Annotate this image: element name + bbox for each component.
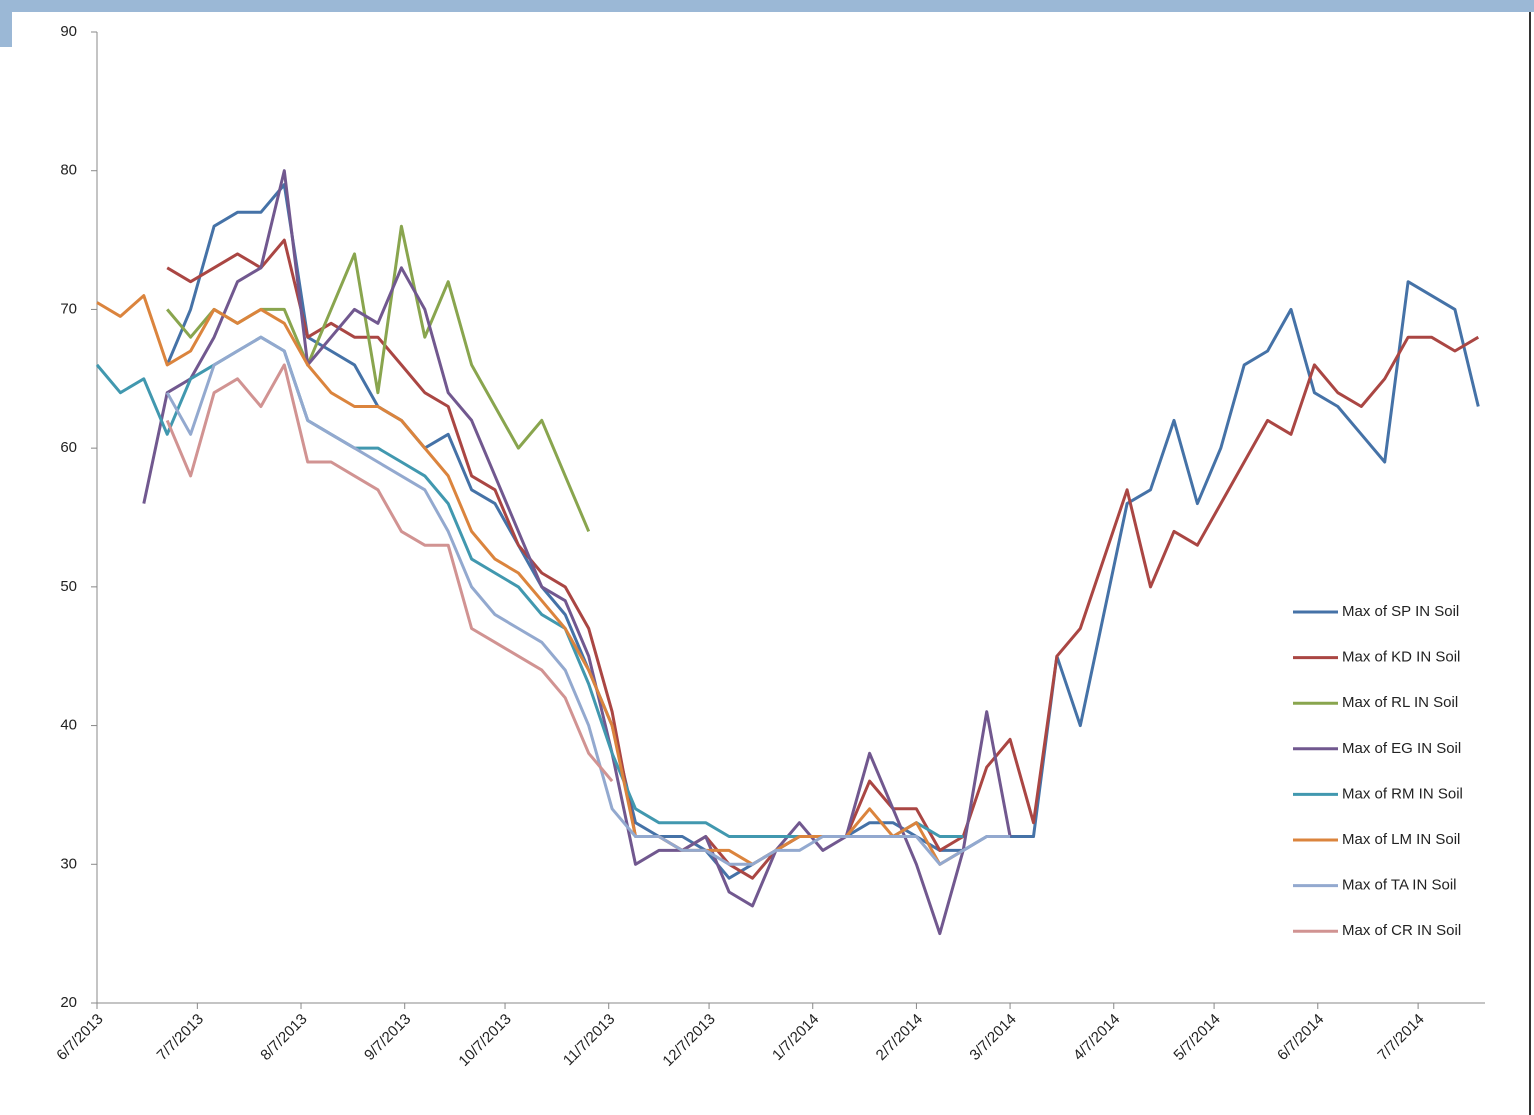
- x-tick-label: 3/7/2014: [966, 1011, 1019, 1064]
- x-tick-label: 6/7/2013: [53, 1011, 106, 1064]
- y-tick-label: 30: [60, 855, 77, 872]
- x-tick-label: 5/7/2014: [1170, 1011, 1223, 1064]
- series-line: [165, 335, 1011, 866]
- x-tick-label: 10/7/2013: [455, 1011, 514, 1070]
- y-tick-label: 70: [60, 300, 77, 317]
- series-line: [165, 363, 614, 783]
- legend-label: Max of SP IN Soil: [1342, 603, 1459, 620]
- x-tick-label: 7/7/2013: [154, 1011, 207, 1064]
- y-tick-label: 80: [60, 162, 77, 179]
- x-tick-label: 7/7/2014: [1374, 1011, 1427, 1064]
- x-tick-label: 11/7/2013: [560, 1011, 618, 1069]
- y-tick-label: 90: [60, 23, 77, 40]
- legend-label: Max of LM IN Soil: [1342, 831, 1460, 848]
- legend-label: Max of TA IN Soil: [1342, 877, 1457, 894]
- legend-label: Max of RL IN Soil: [1342, 694, 1458, 711]
- series-line: [142, 169, 1012, 936]
- legend-label: Max of KD IN Soil: [1342, 649, 1460, 666]
- top-bar: [0, 0, 1534, 12]
- x-tick-label: 2/7/2014: [873, 1011, 926, 1064]
- x-tick-label: 6/7/2014: [1274, 1011, 1327, 1064]
- y-tick-label: 60: [60, 439, 77, 456]
- y-tick-label: 40: [60, 717, 77, 734]
- x-tick-label: 8/7/2013: [257, 1011, 310, 1064]
- x-tick-label: 12/7/2013: [659, 1011, 718, 1070]
- side-bar: [0, 12, 12, 47]
- x-tick-label: 1/7/2014: [769, 1011, 822, 1064]
- y-tick-label: 50: [60, 578, 77, 595]
- legend-label: Max of EG IN Soil: [1342, 740, 1461, 757]
- x-tick-label: 9/7/2013: [361, 1011, 414, 1064]
- series-line: [165, 183, 1480, 880]
- series-line: [96, 294, 964, 866]
- y-tick-label: 20: [60, 994, 77, 1011]
- legend-label: Max of RM IN Soil: [1342, 785, 1463, 802]
- x-tick-label: 4/7/2014: [1070, 1011, 1123, 1064]
- series-line: [166, 224, 591, 532]
- legend-label: Max of CR IN Soil: [1342, 922, 1461, 939]
- series-line: [166, 238, 1480, 880]
